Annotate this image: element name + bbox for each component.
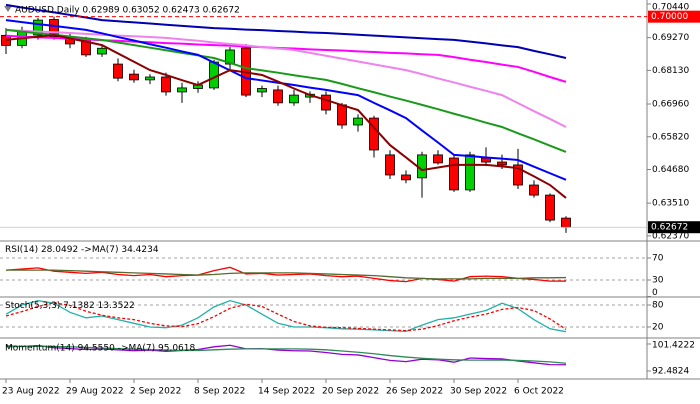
candle-body xyxy=(337,104,347,126)
candle-body xyxy=(129,73,139,81)
y-tick-label: 0.66960 xyxy=(652,100,689,110)
y-tick-label: 80 xyxy=(652,301,664,311)
candle-body xyxy=(145,76,155,81)
indicator-line xyxy=(5,344,567,366)
candle-body xyxy=(513,164,523,186)
candle-body xyxy=(353,117,363,126)
candle-body xyxy=(177,87,187,93)
indicator-line xyxy=(6,269,567,280)
x-tick-label: 6 Oct 2022 xyxy=(514,387,564,397)
candle-body xyxy=(369,117,379,151)
candle-body xyxy=(33,19,43,36)
candle-body xyxy=(561,217,571,228)
indicator-line xyxy=(5,28,567,153)
indicator-line xyxy=(5,34,567,199)
candle-body xyxy=(225,49,235,65)
y-tick-label: 0 xyxy=(652,288,658,298)
y-tick-label: 0.69270 xyxy=(652,33,689,43)
panel-title: RSI(14) 28.0492 ->MA(7) 34.4234 xyxy=(5,245,159,255)
y-tick-label: 0.62370 xyxy=(652,231,689,241)
candle-body xyxy=(449,157,459,191)
x-tick-label: 14 Sep 2022 xyxy=(258,387,315,397)
y-tick-label: 92.4824 xyxy=(652,367,689,377)
x-tick-label: 23 Aug 2022 xyxy=(2,387,60,397)
candle-body xyxy=(161,76,171,93)
indicator-line xyxy=(5,302,567,332)
y-tick-label: 0.70440 xyxy=(652,3,689,13)
symbol-icon xyxy=(4,6,12,12)
indicator-line xyxy=(5,28,567,128)
candle-body xyxy=(321,94,331,111)
y-tick-label: 0.64680 xyxy=(652,165,689,175)
candle-body xyxy=(529,184,539,196)
candle-body xyxy=(497,161,507,166)
candle-body xyxy=(385,154,395,176)
indicator-line xyxy=(5,3,567,60)
indicator-line xyxy=(5,19,567,181)
candle-body xyxy=(545,194,555,221)
level-label: 0.70000 xyxy=(651,12,688,22)
candle-body xyxy=(465,154,475,191)
indicator-line xyxy=(5,345,567,364)
y-tick-label: 0.63510 xyxy=(652,199,689,209)
panel-title: Momentum(14) 94.5550 ->MA(7) 95.0618 xyxy=(5,344,196,354)
candle-body xyxy=(49,19,59,38)
level-label-box xyxy=(648,10,700,23)
candle-body xyxy=(257,88,267,93)
x-tick-label: 30 Sep 2022 xyxy=(450,387,507,397)
x-tick-label: 20 Sep 2022 xyxy=(322,387,379,397)
candle-body xyxy=(289,94,299,104)
panel-title: Stoch(5,3,3) 7.1382 13.3522 xyxy=(5,301,135,311)
panel-title: AUDUSD,Daily 0.62989 0.63052 0.62473 0.6… xyxy=(15,6,240,16)
x-tick-label: 2 Sep 2022 xyxy=(130,387,181,397)
y-tick-label: 101.4222 xyxy=(652,341,695,351)
y-tick-label: 0.68130 xyxy=(652,66,689,76)
y-tick-label: 0.65820 xyxy=(652,132,689,142)
candle-body xyxy=(209,61,219,89)
y-tick-label: 30 xyxy=(652,276,664,286)
x-tick-label: 8 Sep 2022 xyxy=(194,387,245,397)
last-price-label: 0.62672 xyxy=(651,223,688,233)
candle-body xyxy=(97,47,107,55)
x-tick-label: 29 Aug 2022 xyxy=(66,387,124,397)
last-price-box xyxy=(648,221,700,234)
candle-body xyxy=(273,89,283,104)
candle-body xyxy=(433,154,443,164)
indicator-line xyxy=(5,266,567,283)
y-tick-label: 20 xyxy=(652,322,664,332)
candle-body xyxy=(401,174,411,181)
x-tick-label: 26 Sep 2022 xyxy=(386,387,443,397)
y-tick-label: 70 xyxy=(652,254,664,264)
candle-body xyxy=(113,63,123,79)
indicator-line xyxy=(5,299,567,333)
